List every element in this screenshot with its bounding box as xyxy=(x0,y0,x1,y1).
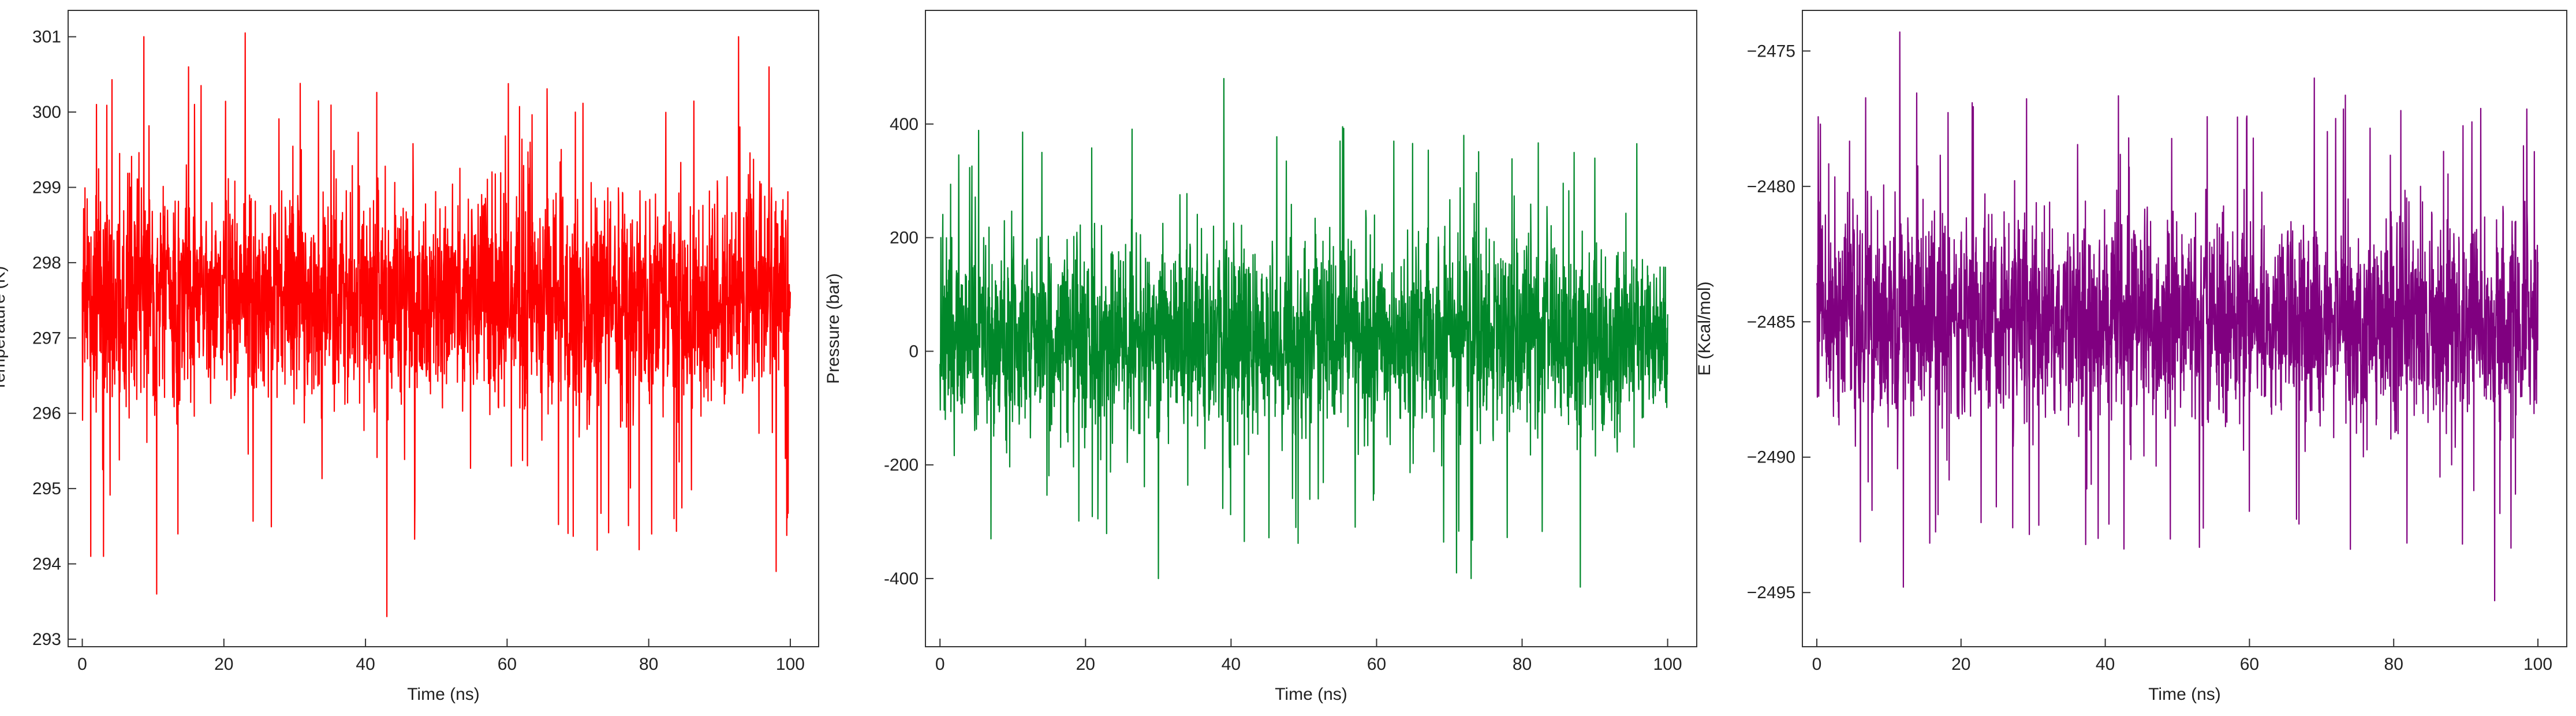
temperature-y-tick-label: 294 xyxy=(32,555,61,574)
pressure-x-axis-label: Time (ns) xyxy=(1275,685,1347,704)
temperature-x-tick-label: 80 xyxy=(639,655,658,674)
temperature-series-line xyxy=(81,32,791,617)
energy-x-tick-label: 20 xyxy=(1951,655,1970,674)
pressure-series-line xyxy=(939,78,1668,588)
pressure-y-tick-label: -400 xyxy=(884,569,919,588)
temperature-y-tick-label: 298 xyxy=(32,253,61,273)
pressure-x-tick-label: 100 xyxy=(1653,655,1682,674)
temperature-y-tick-label: 296 xyxy=(32,404,61,423)
energy-trace xyxy=(1816,31,2539,602)
pressure-y-axis-ticks: -400 -200 0 200 400 xyxy=(884,115,934,588)
energy-y-tick-label: −2480 xyxy=(1747,177,1795,196)
energy-series-line xyxy=(1816,31,2539,602)
energy-y-tick-label: −2485 xyxy=(1747,312,1795,331)
pressure-x-tick-label: 80 xyxy=(1513,655,1532,674)
temperature-y-tick-label: 300 xyxy=(32,103,61,122)
pressure-x-tick-label: 60 xyxy=(1367,655,1386,674)
pressure-trace xyxy=(939,78,1668,588)
energy-x-tick-label: 60 xyxy=(2240,655,2259,674)
temperature-y-axis-label: Temperature (K) xyxy=(0,266,9,391)
energy-x-axis-ticks: 0 20 40 60 80 100 xyxy=(1812,639,2552,674)
energy-x-axis-label: Time (ns) xyxy=(2148,685,2221,704)
temperature-y-axis-ticks: 293 294 295 296 297 298 299 300 301 xyxy=(32,28,76,649)
temperature-x-tick-label: 100 xyxy=(776,655,805,674)
temperature-x-tick-label: 0 xyxy=(77,655,87,674)
energy-x-tick-label: 100 xyxy=(2523,655,2552,674)
pressure-x-axis-ticks: 0 20 40 60 80 100 xyxy=(935,639,1682,674)
temperature-x-axis-label: Time (ns) xyxy=(407,685,480,704)
energy-y-axis-label: E (Kcal/mol) xyxy=(1695,281,1714,375)
temperature-y-tick-label: 297 xyxy=(32,329,61,348)
temperature-y-tick-label: 293 xyxy=(32,630,61,649)
energy-plot-frame xyxy=(1802,10,2567,647)
energy-x-tick-label: 80 xyxy=(2384,655,2403,674)
energy-x-tick-label: 0 xyxy=(1812,655,1822,674)
temperature-trace xyxy=(81,32,791,617)
pressure-y-axis-label: Pressure (bar) xyxy=(824,273,843,384)
energy-y-axis-ticks: −2495 −2490 −2485 −2480 −2475 xyxy=(1747,42,1810,602)
energy-y-tick-label: −2475 xyxy=(1747,42,1795,61)
temperature-y-tick-label: 301 xyxy=(32,28,61,47)
pressure-x-tick-label: 20 xyxy=(1076,655,1095,674)
energy-y-tick-label: −2495 xyxy=(1747,583,1795,602)
pressure-y-tick-label: 0 xyxy=(909,342,919,361)
energy-y-tick-label: −2490 xyxy=(1747,448,1795,467)
temperature-x-axis-ticks: 0 20 40 60 80 100 xyxy=(77,639,805,674)
energy-panel: 0 20 40 60 80 100 −2495 −2490 −2485 −2480 −2475 T… xyxy=(1695,10,2567,704)
pressure-panel: 0 20 40 60 80 100 -400 -200 0 200 400 Time (ns) P… xyxy=(824,10,1697,704)
temperature-x-tick-label: 40 xyxy=(356,655,375,674)
temperature-y-tick-label: 299 xyxy=(32,178,61,197)
energy-x-tick-label: 40 xyxy=(2096,655,2115,674)
pressure-plot-frame xyxy=(925,10,1697,647)
temperature-x-tick-label: 60 xyxy=(498,655,517,674)
pressure-x-tick-label: 40 xyxy=(1222,655,1241,674)
temperature-plot-frame xyxy=(68,10,819,647)
temperature-y-tick-label: 295 xyxy=(32,479,61,498)
temperature-x-tick-label: 20 xyxy=(214,655,233,674)
pressure-x-tick-label: 0 xyxy=(935,655,945,674)
temperature-panel: 0 20 40 60 80 100 293 294 295 296 297 298 299 300 301… xyxy=(0,10,819,704)
pressure-y-tick-label: 200 xyxy=(890,229,919,248)
pressure-y-tick-label: -200 xyxy=(884,456,919,475)
pressure-y-tick-label: 400 xyxy=(890,115,919,134)
